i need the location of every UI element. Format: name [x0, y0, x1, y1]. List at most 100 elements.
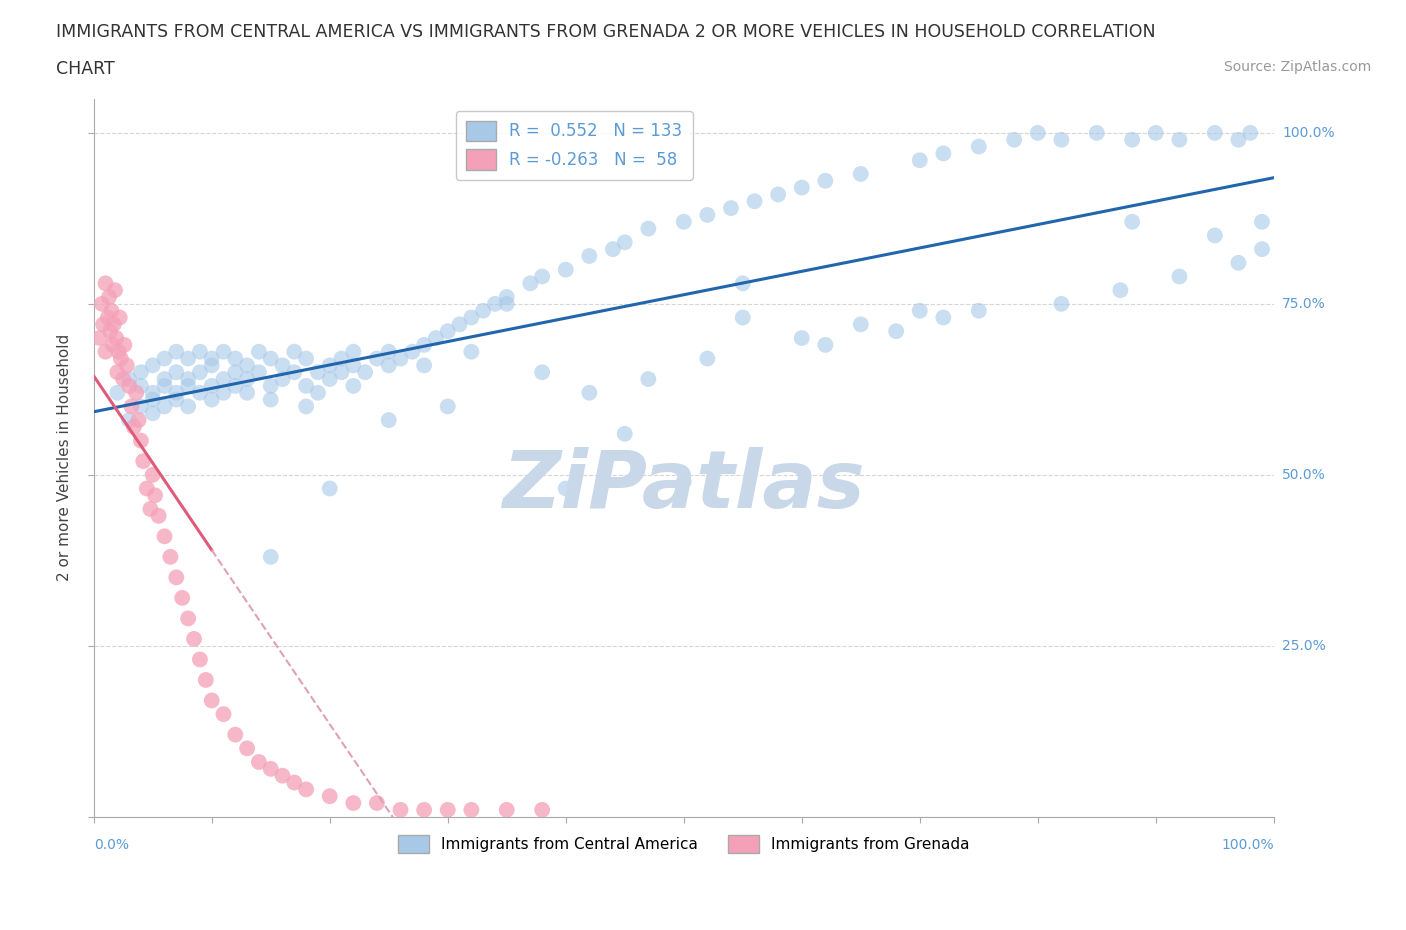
- Point: [283, 365, 305, 379]
- Point: [224, 379, 246, 393]
- Point: [731, 276, 754, 291]
- Point: [122, 419, 145, 434]
- Point: [366, 352, 388, 366]
- Point: [128, 413, 150, 428]
- Point: [260, 352, 283, 366]
- Point: [319, 481, 342, 496]
- Point: [790, 330, 813, 345]
- Point: [129, 399, 152, 414]
- Point: [814, 173, 837, 188]
- Legend: Immigrants from Central America, Immigrants from Grenada: Immigrants from Central America, Immigra…: [392, 829, 976, 859]
- Point: [1109, 283, 1132, 298]
- Point: [260, 379, 283, 393]
- Point: [247, 344, 270, 359]
- Text: 100.0%: 100.0%: [1282, 126, 1334, 140]
- Point: [142, 468, 165, 483]
- Point: [183, 631, 205, 646]
- Point: [94, 276, 117, 291]
- Point: [366, 795, 388, 810]
- Point: [531, 365, 554, 379]
- Point: [201, 392, 224, 407]
- Point: [1204, 126, 1226, 140]
- Point: [153, 372, 176, 387]
- Point: [103, 317, 125, 332]
- Point: [319, 358, 342, 373]
- Point: [177, 379, 200, 393]
- Point: [91, 297, 114, 312]
- Point: [578, 248, 600, 263]
- Point: [696, 207, 718, 222]
- Point: [98, 289, 121, 304]
- Point: [330, 365, 353, 379]
- Point: [94, 344, 117, 359]
- Point: [153, 352, 176, 366]
- Point: [295, 352, 318, 366]
- Point: [212, 344, 235, 359]
- Point: [260, 392, 283, 407]
- Text: ZiPatlas: ZiPatlas: [502, 447, 865, 525]
- Point: [613, 426, 636, 441]
- Point: [172, 591, 194, 605]
- Point: [129, 379, 152, 393]
- Point: [224, 727, 246, 742]
- Point: [165, 392, 187, 407]
- Point: [188, 365, 211, 379]
- Point: [129, 433, 152, 448]
- Point: [932, 310, 955, 325]
- Point: [1050, 297, 1073, 312]
- Point: [165, 570, 187, 585]
- Point: [436, 399, 458, 414]
- Point: [342, 358, 364, 373]
- Point: [967, 140, 990, 154]
- Point: [118, 379, 141, 393]
- Point: [1227, 132, 1250, 147]
- Point: [908, 303, 931, 318]
- Point: [1204, 228, 1226, 243]
- Point: [201, 352, 224, 366]
- Point: [135, 481, 157, 496]
- Point: [188, 652, 211, 667]
- Point: [932, 146, 955, 161]
- Point: [413, 338, 436, 352]
- Point: [1251, 214, 1274, 229]
- Point: [100, 303, 122, 318]
- Point: [177, 352, 200, 366]
- Point: [188, 344, 211, 359]
- Point: [766, 187, 789, 202]
- Point: [177, 372, 200, 387]
- Point: [389, 803, 412, 817]
- Point: [260, 762, 283, 777]
- Point: [1026, 126, 1049, 140]
- Point: [105, 365, 128, 379]
- Point: [1144, 126, 1167, 140]
- Point: [91, 317, 114, 332]
- Point: [201, 379, 224, 393]
- Point: [389, 352, 412, 366]
- Point: [578, 385, 600, 400]
- Point: [495, 803, 517, 817]
- Point: [495, 297, 517, 312]
- Point: [112, 372, 135, 387]
- Point: [283, 775, 305, 790]
- Point: [104, 283, 127, 298]
- Point: [319, 789, 342, 804]
- Point: [159, 550, 181, 565]
- Point: [342, 795, 364, 810]
- Point: [153, 379, 176, 393]
- Point: [212, 372, 235, 387]
- Point: [132, 454, 155, 469]
- Point: [884, 324, 907, 339]
- Point: [790, 481, 813, 496]
- Point: [495, 289, 517, 304]
- Point: [1002, 132, 1025, 147]
- Point: [201, 693, 224, 708]
- Point: [413, 358, 436, 373]
- Point: [307, 365, 329, 379]
- Point: [143, 488, 166, 503]
- Point: [436, 324, 458, 339]
- Point: [112, 338, 135, 352]
- Point: [142, 405, 165, 420]
- Point: [118, 372, 141, 387]
- Point: [554, 481, 576, 496]
- Point: [354, 365, 377, 379]
